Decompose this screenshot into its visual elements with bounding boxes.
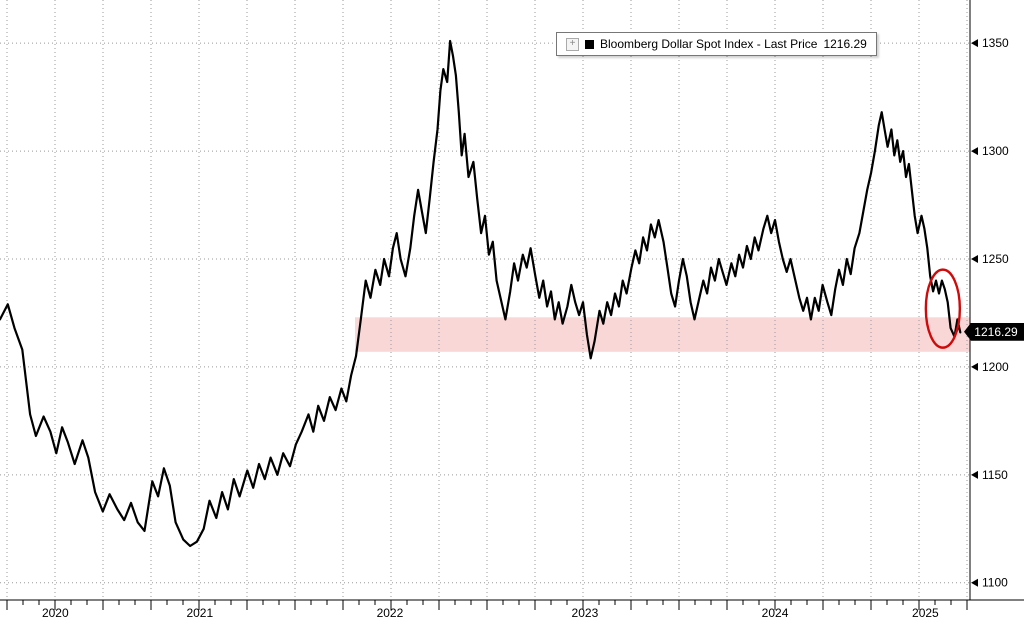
legend[interactable]: + Bloomberg Dollar Spot Index - Last Pri… (556, 32, 877, 56)
y-tick-marker (971, 39, 978, 48)
x-tick-label: 2021 (186, 606, 213, 620)
y-tick-label: 1250 (982, 252, 1009, 266)
y-tick-marker (971, 147, 978, 156)
x-tick-label: 2024 (762, 606, 789, 620)
legend-value: 1216.29 (823, 37, 867, 51)
highlight-ellipse (924, 268, 962, 349)
series-swatch-icon (585, 39, 594, 49)
x-tick-label: 2020 (42, 606, 69, 620)
y-tick-label: 1350 (982, 36, 1009, 50)
x-tick-label: 2022 (377, 606, 404, 620)
y-tick-marker (971, 578, 978, 587)
y-tick-label: 1300 (982, 144, 1009, 158)
y-tick-marker (971, 362, 978, 371)
x-tick-label: 2025 (912, 606, 939, 620)
y-tick-marker (971, 470, 978, 479)
x-tick-label: 2023 (572, 606, 599, 620)
y-tick-label: 1100 (982, 576, 1008, 590)
support-zone-band (355, 317, 970, 352)
legend-expand-icon[interactable]: + (566, 37, 579, 51)
y-tick-marker (971, 254, 978, 263)
y-tick-label: 1150 (982, 468, 1008, 482)
legend-label: Bloomberg Dollar Spot Index - Last Price (600, 37, 818, 51)
y-tick-label: 1200 (982, 360, 1009, 374)
last-price-tag: 1216.29 (964, 322, 1024, 341)
price-line (0, 39, 962, 548)
